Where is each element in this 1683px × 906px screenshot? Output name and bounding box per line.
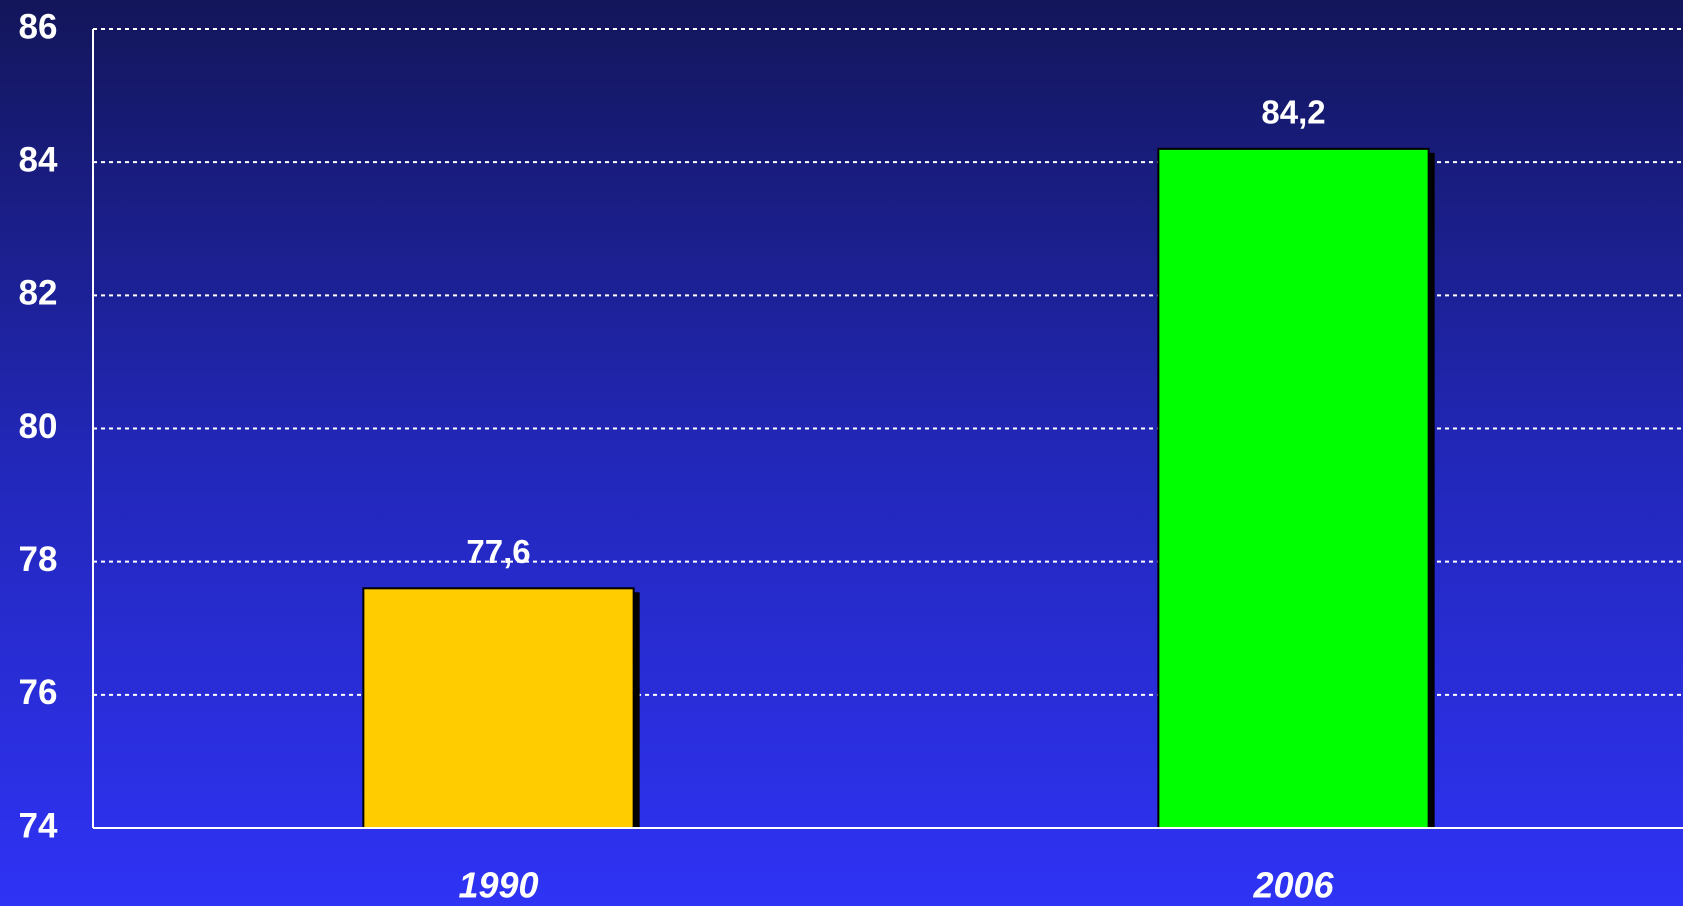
- y-tick-label: 82: [19, 274, 58, 313]
- y-tick-label: 76: [19, 673, 58, 712]
- bar: [362, 587, 635, 829]
- y-tick-label: 86: [19, 7, 58, 46]
- bar: [1157, 147, 1430, 830]
- x-tick-label: 1990: [458, 865, 538, 906]
- y-tick-label: 80: [19, 407, 58, 446]
- value-label: 84,2: [1261, 94, 1325, 131]
- y-tick-label: 74: [19, 806, 58, 845]
- y-tick-label: 84: [19, 140, 58, 179]
- y-tick-label: 78: [19, 540, 58, 579]
- x-tick-label: 2006: [1252, 865, 1334, 906]
- value-label: 77,6: [466, 533, 530, 570]
